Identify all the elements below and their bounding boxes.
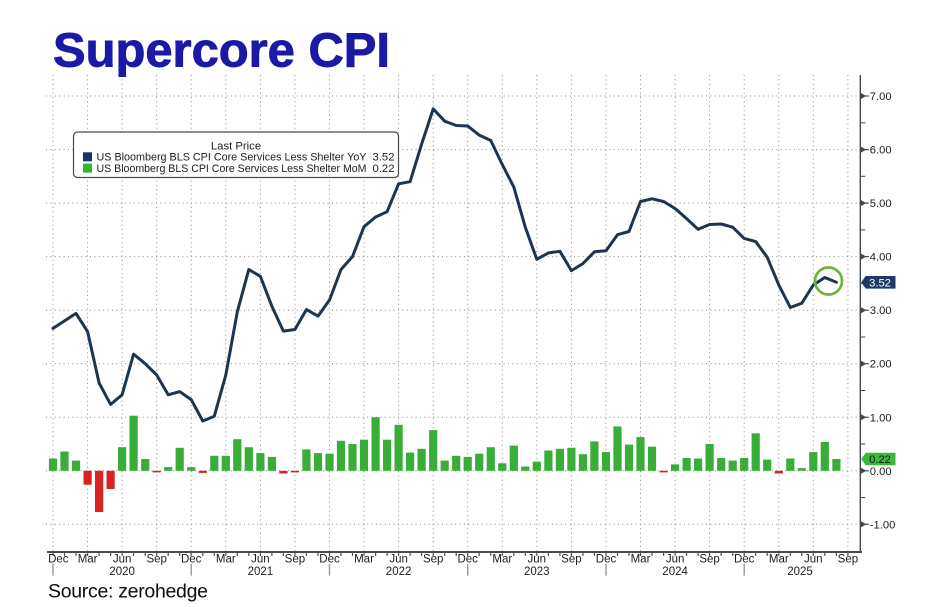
svg-text:7.00: 7.00 <box>870 91 892 103</box>
svg-text:Sep: Sep <box>838 554 858 566</box>
svg-text:Sep: Sep <box>561 554 581 566</box>
svg-text:Dec: Dec <box>457 554 478 566</box>
svg-text:US Bloomberg BLS CPI Core Serv: US Bloomberg BLS CPI Core Services Less … <box>97 163 367 175</box>
svg-text:3.52: 3.52 <box>373 152 395 164</box>
svg-text:US Bloomberg BLS CPI Core Serv: US Bloomberg BLS CPI Core Services Less … <box>97 152 367 164</box>
svg-text:2020: 2020 <box>109 566 135 578</box>
svg-text:2023: 2023 <box>524 566 550 578</box>
svg-text:Dec: Dec <box>734 554 755 566</box>
svg-text:0.00: 0.00 <box>870 466 892 478</box>
svg-text:1.00: 1.00 <box>870 412 892 424</box>
svg-text:Mar: Mar <box>354 554 374 566</box>
svg-text:-1.00: -1.00 <box>870 519 896 531</box>
svg-text:Jun: Jun <box>389 554 408 566</box>
svg-text:Jun: Jun <box>251 554 270 566</box>
svg-text:Mar: Mar <box>492 554 512 566</box>
svg-text:Jun: Jun <box>666 554 685 566</box>
svg-text:Sep: Sep <box>146 554 166 566</box>
svg-text:5.00: 5.00 <box>870 198 892 210</box>
svg-text:Dec: Dec <box>596 554 617 566</box>
svg-text:2022: 2022 <box>386 566 412 578</box>
svg-text:2.00: 2.00 <box>870 359 892 371</box>
svg-text:3.00: 3.00 <box>870 305 892 317</box>
svg-text:Mar: Mar <box>631 554 651 566</box>
svg-text:2021: 2021 <box>248 566 274 578</box>
svg-text:Jun: Jun <box>113 554 132 566</box>
svg-text:4.00: 4.00 <box>870 252 892 264</box>
svg-text:Mar: Mar <box>769 554 789 566</box>
svg-text:Mar: Mar <box>216 554 236 566</box>
svg-text:Dec: Dec <box>48 554 69 566</box>
svg-text:Sep: Sep <box>423 554 443 566</box>
svg-text:Jun: Jun <box>804 554 823 566</box>
svg-text:6.00: 6.00 <box>870 145 892 157</box>
svg-text:Dec: Dec <box>319 554 340 566</box>
svg-text:Supercore CPI: Supercore CPI <box>53 24 390 78</box>
svg-text:3.52: 3.52 <box>869 277 891 289</box>
svg-text:Dec: Dec <box>181 554 202 566</box>
svg-text:Sep: Sep <box>285 554 305 566</box>
svg-text:Source: zerohedge: Source: zerohedge <box>48 581 208 603</box>
svg-text:0.22: 0.22 <box>373 163 395 175</box>
svg-text:2024: 2024 <box>662 566 688 578</box>
svg-text:2025: 2025 <box>787 566 813 578</box>
svg-text:Sep: Sep <box>699 554 719 566</box>
svg-text:0.22: 0.22 <box>869 454 891 466</box>
svg-text:Jun: Jun <box>528 554 547 566</box>
svg-text:Mar: Mar <box>78 554 98 566</box>
svg-text:Last Price: Last Price <box>211 141 261 153</box>
